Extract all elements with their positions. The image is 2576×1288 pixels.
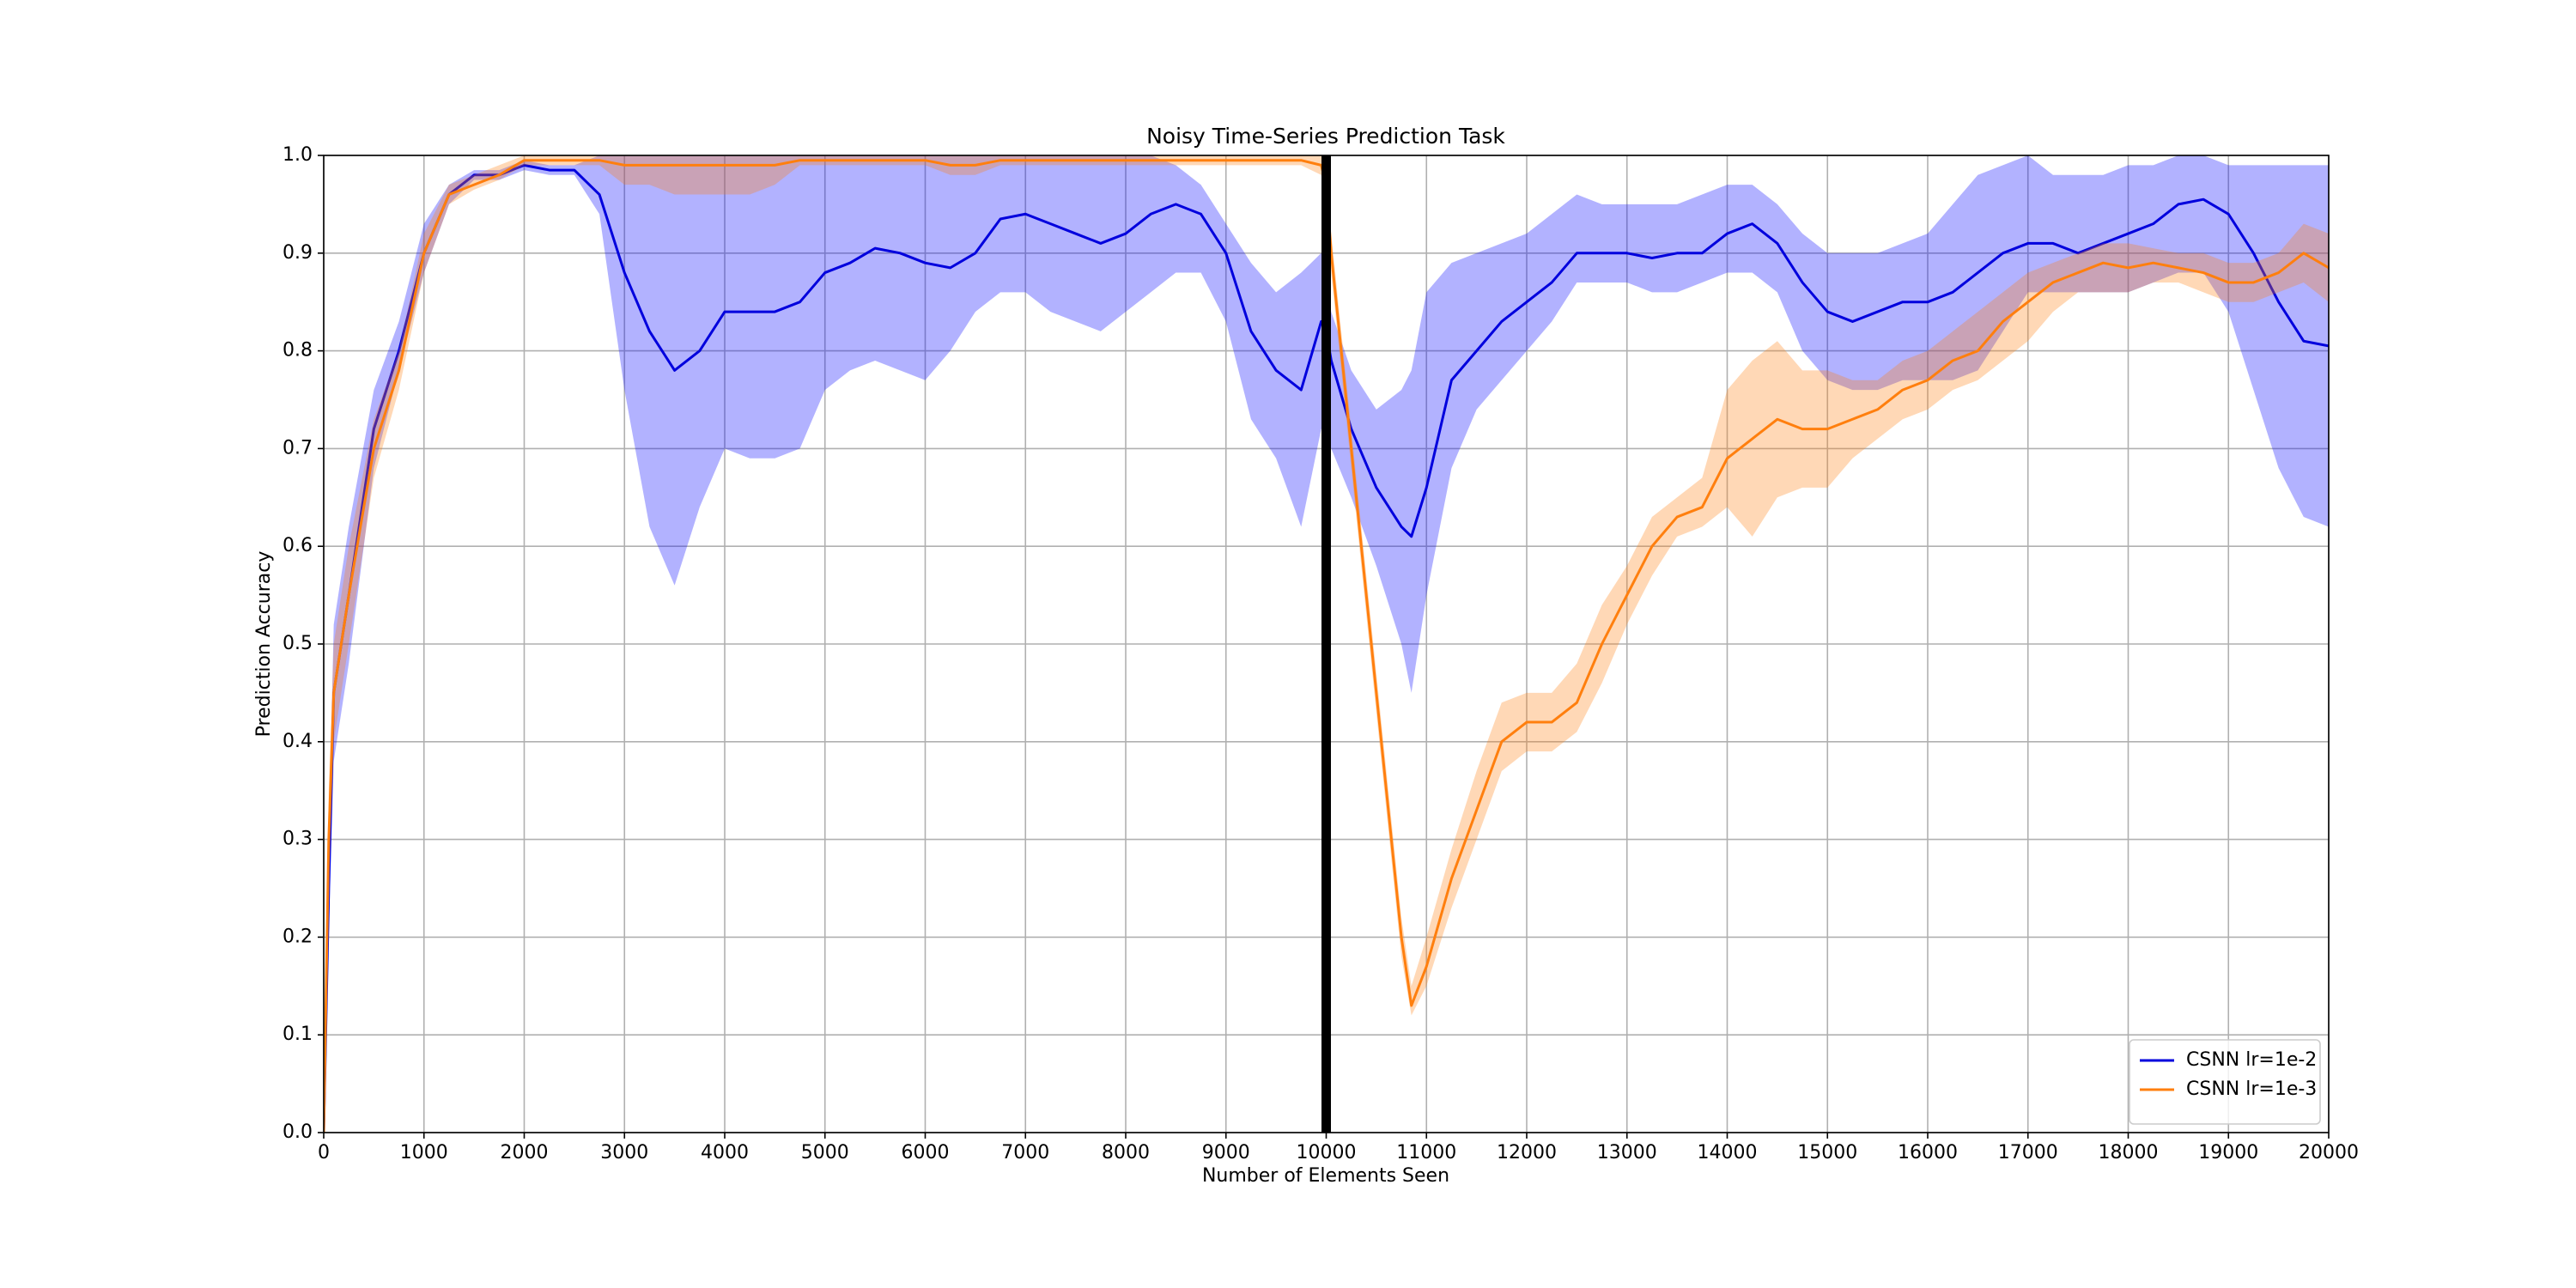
y-tick-label: 0.5 (283, 633, 313, 654)
x-tick-label: 4000 (701, 1142, 749, 1163)
x-tick-label: 6000 (902, 1142, 950, 1163)
x-tick-label: 12000 (1497, 1142, 1557, 1163)
x-tick-label: 7000 (1001, 1142, 1049, 1163)
x-tick-label: 20000 (2299, 1142, 2359, 1163)
x-axis-label: Number of Elements Seen (1202, 1165, 1449, 1187)
y-tick-label: 0.6 (283, 535, 313, 556)
x-tick-label: 3000 (600, 1142, 648, 1163)
y-tick-label: 0.4 (283, 731, 313, 752)
legend-label: CSNN lr=1e-3 (2186, 1078, 2317, 1100)
legend-box (2129, 1039, 2321, 1125)
x-tick-label: 13000 (1597, 1142, 1657, 1163)
y-tick-label: 0.7 (283, 437, 313, 459)
x-tick-label: 8000 (1102, 1142, 1150, 1163)
x-tick-label: 2000 (501, 1142, 549, 1163)
x-tick-label: 14000 (1698, 1142, 1758, 1163)
x-tick-label: 17000 (1998, 1142, 2058, 1163)
x-tick-label: 19000 (2198, 1142, 2258, 1163)
x-tick-label: 9000 (1202, 1142, 1250, 1163)
y-tick-label: 0.9 (283, 242, 313, 264)
legend-label: CSNN lr=1e-2 (2186, 1049, 2317, 1071)
plot-frame (323, 155, 2330, 1133)
y-tick-label: 0.2 (283, 926, 313, 947)
y-tick-label: 0.8 (283, 340, 313, 361)
y-axis-label: Prediction Accuracy (253, 551, 275, 738)
x-tick-label: 10000 (1297, 1142, 1357, 1163)
x-tick-label: 11000 (1396, 1142, 1456, 1163)
x-tick-label: 1000 (400, 1142, 448, 1163)
x-tick-label: 18000 (2099, 1142, 2159, 1163)
x-tick-label: 15000 (1797, 1142, 1857, 1163)
x-tick-label: 16000 (1898, 1142, 1958, 1163)
y-tick-label: 0.3 (283, 829, 313, 850)
y-tick-label: 0.1 (283, 1024, 313, 1045)
chart-title: Noisy Time-Series Prediction Task (1146, 124, 1505, 149)
y-tick-label: 1.0 (283, 144, 313, 166)
y-tick-label: 0.0 (283, 1121, 313, 1143)
x-tick-label: 0 (318, 1142, 330, 1163)
confidence-band (324, 155, 2329, 1133)
x-tick-label: 5000 (801, 1142, 849, 1163)
